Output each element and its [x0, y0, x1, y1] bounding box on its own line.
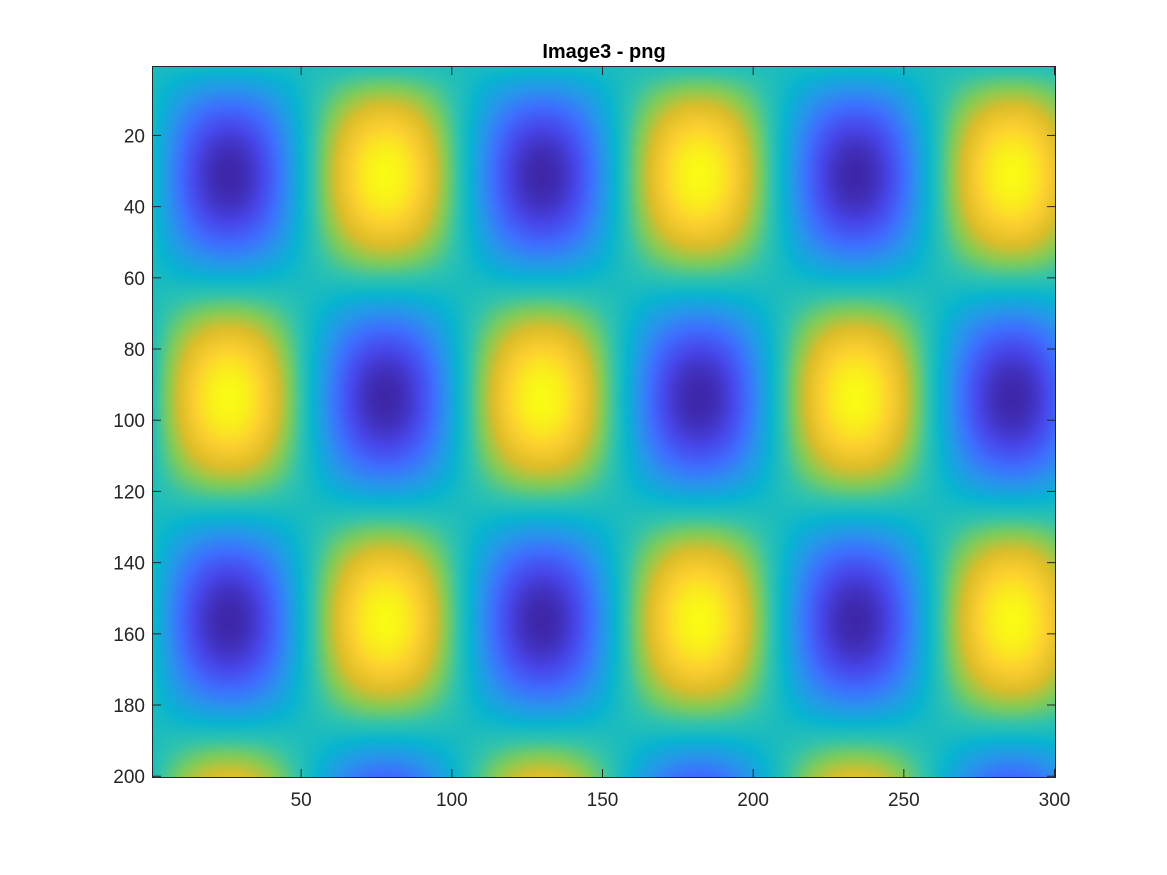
chart-title: Image3 - png — [542, 41, 665, 63]
heatmap-image-container — [152, 66, 1056, 778]
axes-box — [152, 66, 1056, 778]
x-tick-label: 300 — [1039, 790, 1071, 811]
x-tick-label: 100 — [436, 790, 468, 811]
plot-area: 50 100 150 200 250 300 20 40 60 80 100 120 140 160 18… — [113, 66, 1070, 811]
y-tick-label: 80 — [124, 340, 145, 361]
y-tick-label: 60 — [124, 269, 145, 290]
y-tick-label: 180 — [113, 696, 145, 717]
heatmap-image — [152, 66, 1056, 778]
x-tick-label: 200 — [737, 790, 769, 811]
y-tick-label: 100 — [113, 411, 145, 432]
y-tick-label: 140 — [113, 554, 145, 575]
x-axis: 50 100 150 200 250 300 — [291, 66, 1071, 811]
y-tick-label: 160 — [113, 625, 145, 646]
x-tick-label: 150 — [587, 790, 619, 811]
x-tick-label: 250 — [888, 790, 920, 811]
y-tick-label: 120 — [113, 482, 145, 503]
y-tick-label: 20 — [124, 126, 145, 147]
y-tick-label: 200 — [113, 767, 145, 788]
x-tick-label: 50 — [291, 790, 312, 811]
y-axis: 20 40 60 80 100 120 140 160 180 200 — [113, 126, 1056, 788]
y-tick-label: 40 — [124, 198, 145, 219]
